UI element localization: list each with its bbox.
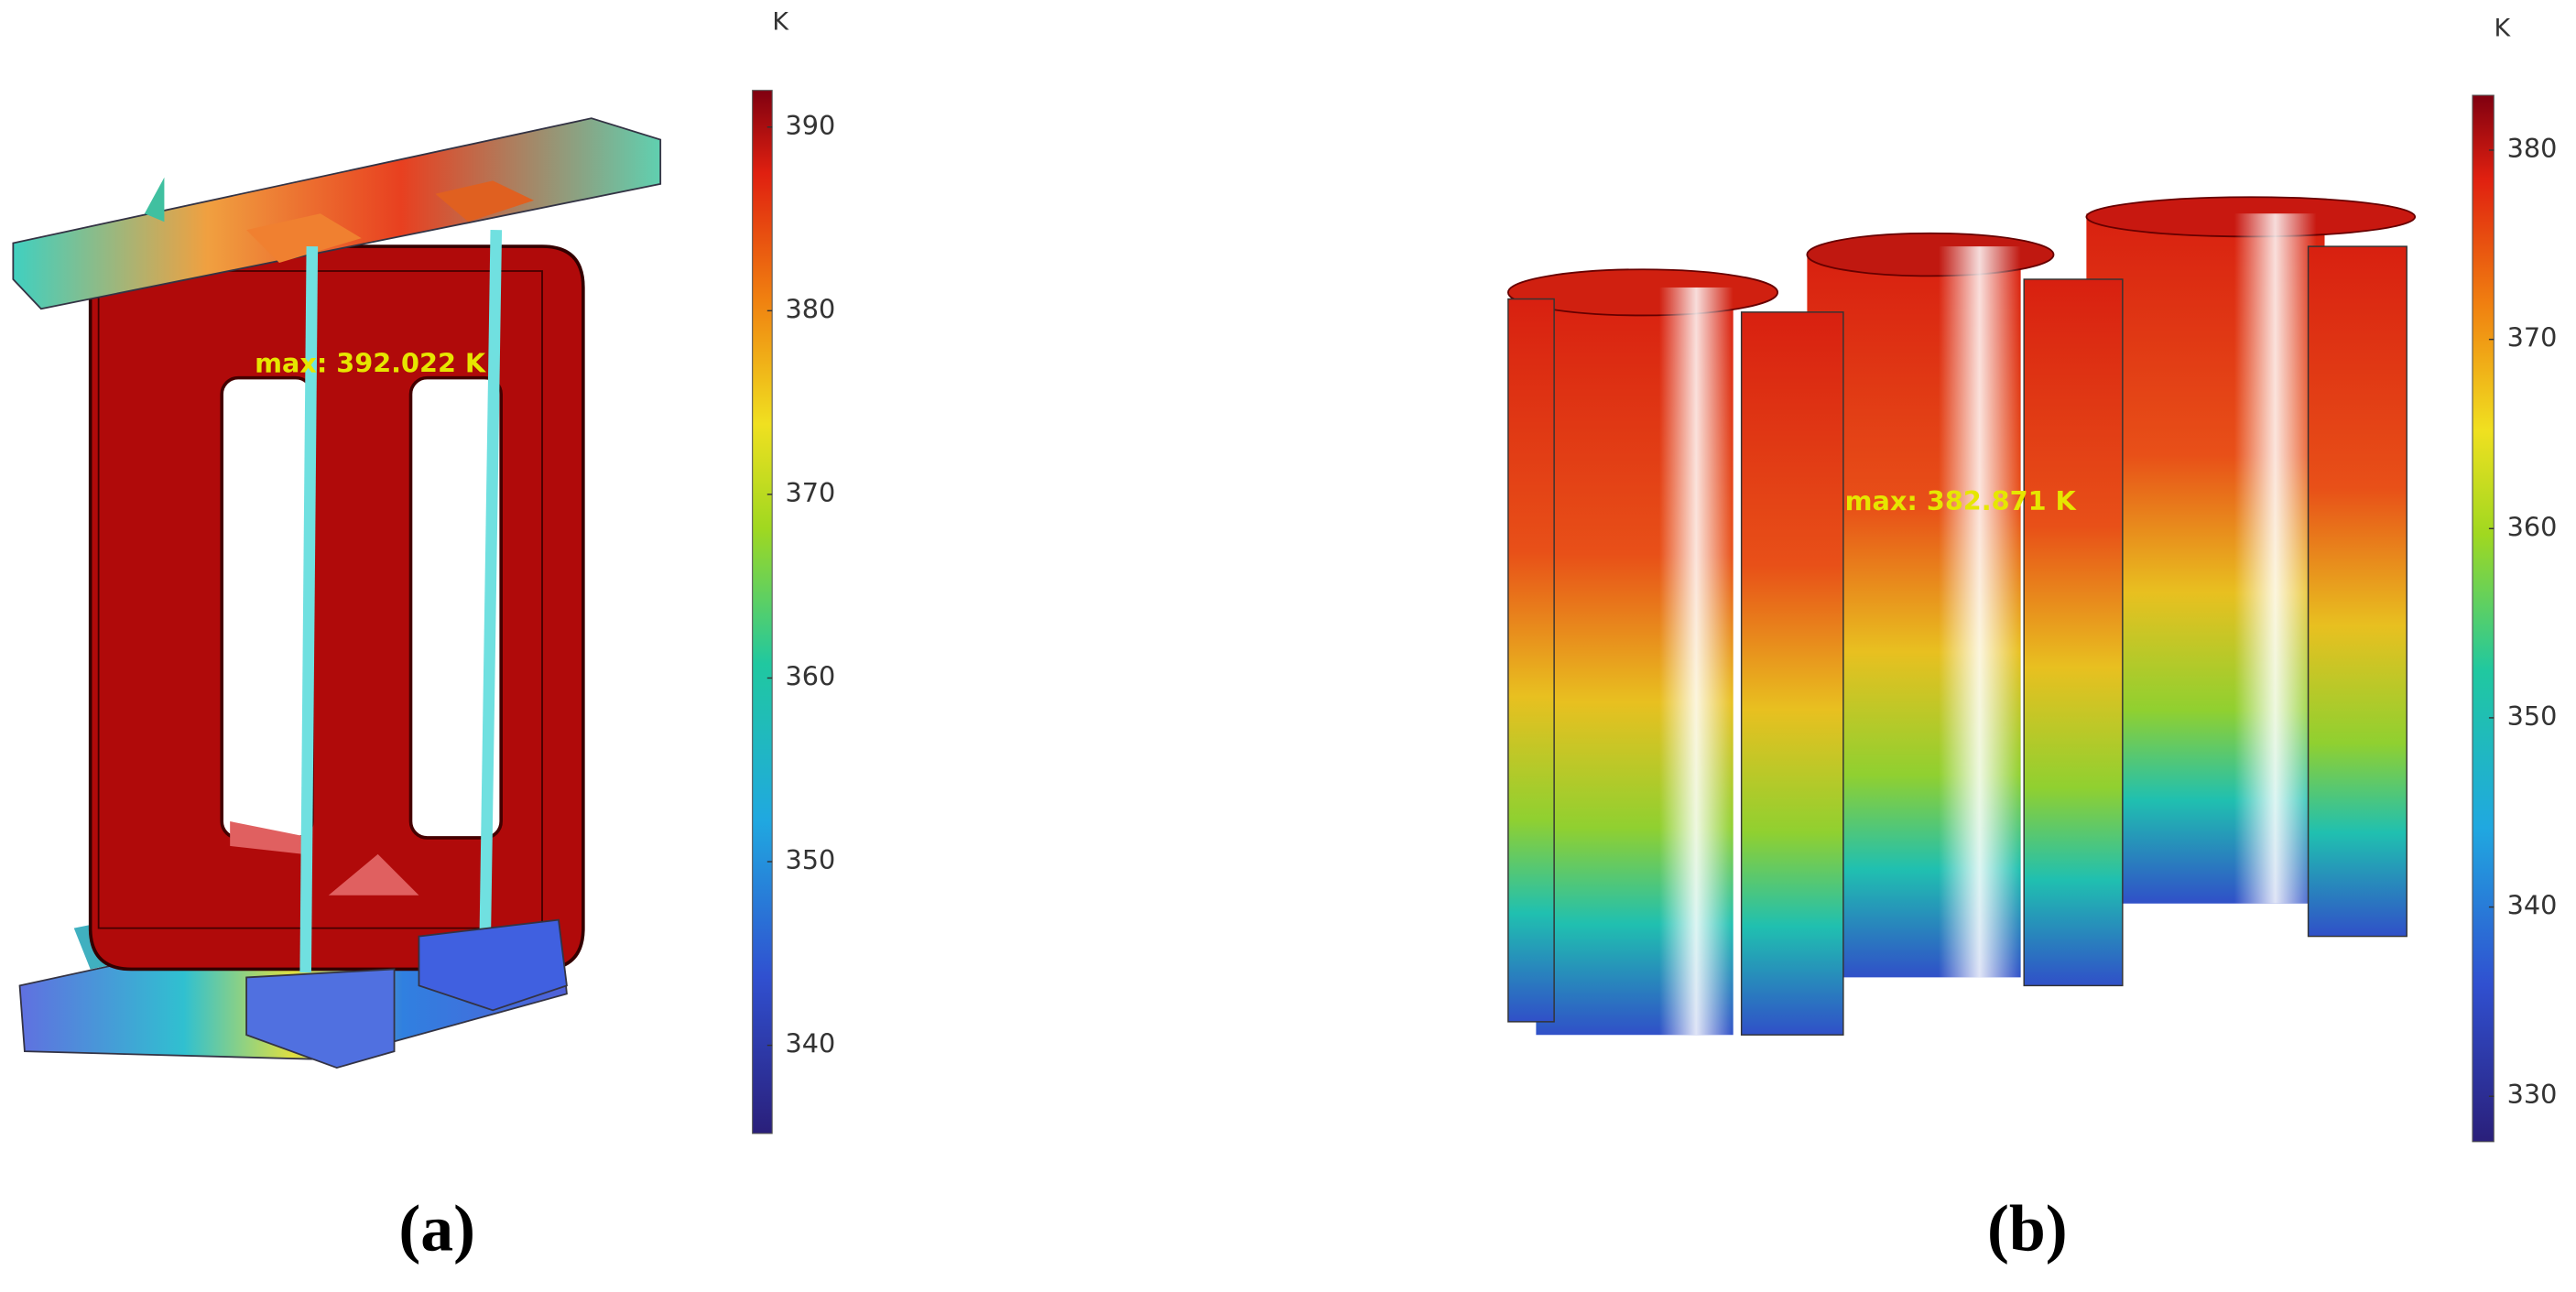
colorbar-tick-label: 380: [2507, 133, 2558, 164]
colorbar-tick-label: 370: [786, 477, 836, 508]
colorbar-tick-label: 340: [786, 1028, 836, 1059]
colorbar: [2472, 94, 2494, 1143]
max-annotation: max: 392.022 K: [255, 347, 487, 378]
panel-caption: (b): [1987, 1192, 2068, 1265]
panel-caption: (a): [398, 1192, 475, 1265]
colorbar-unit: K: [772, 7, 789, 36]
colorbar: [752, 90, 773, 1135]
winding-cylinders-illustration: [1506, 196, 2417, 1036]
colorbar-tick-label: 360: [2507, 511, 2558, 542]
colorbar-tick-label: 380: [786, 293, 836, 324]
colorbar-unit: K: [2494, 14, 2511, 42]
colorbar-tick-label: 330: [2507, 1079, 2558, 1110]
max-annotation: max: 382.871 K: [1845, 485, 2078, 516]
colorbar-tick-label: 370: [2507, 322, 2558, 353]
colorbar-tick-label: 360: [786, 660, 836, 691]
colorbar-tick-label: 390: [786, 110, 836, 141]
colorbar-tick-label: 350: [786, 844, 836, 875]
colorbar-tick-label: 340: [2507, 890, 2558, 921]
transformer-core-illustration: [12, 117, 662, 1069]
colorbar-tick-label: 350: [2507, 700, 2558, 732]
